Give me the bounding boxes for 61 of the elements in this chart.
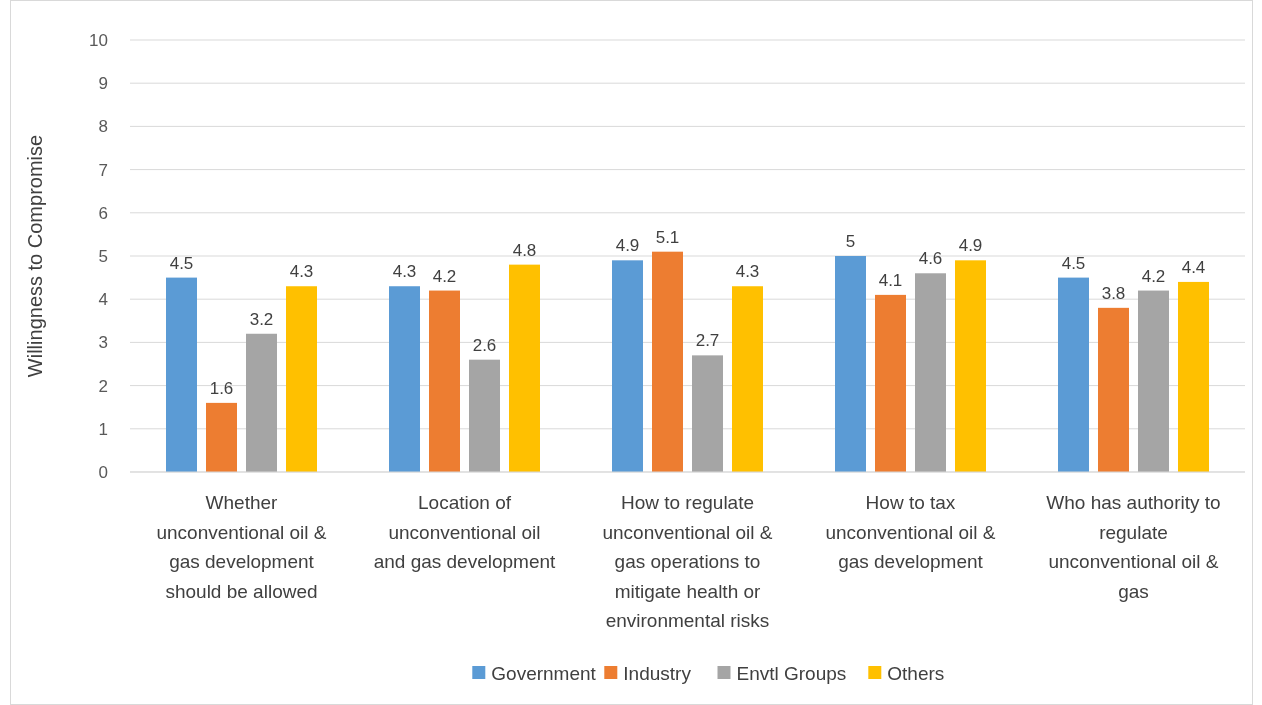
x-tick-label: Who has authority to regulate unconventional oil & gas: [1046, 492, 1221, 602]
bar: [835, 256, 866, 472]
data-label: 4.9: [615, 236, 640, 256]
data-label: 4.3: [735, 262, 760, 282]
bar: [246, 333, 277, 472]
bar: [652, 251, 683, 472]
data-label: 4.6: [918, 249, 943, 269]
data-label: 4.2: [432, 266, 457, 286]
data-label: 4.3: [289, 262, 314, 282]
data-label: 2.7: [695, 331, 720, 351]
data-label: 1.6: [209, 378, 234, 398]
bar: [612, 260, 643, 472]
bar: [955, 260, 986, 472]
bar: [286, 286, 317, 472]
data-label: 5: [845, 232, 856, 251]
data-label: 4.8: [512, 240, 537, 260]
bar: [1138, 290, 1169, 472]
bar: [206, 402, 237, 472]
bar: [1098, 307, 1129, 472]
bar: [1178, 281, 1209, 472]
x-tick-label: How to regulate unconventional oil & gas operations to mitigate health or environmental risks: [602, 492, 773, 631]
data-label: 4.5: [169, 253, 194, 273]
data-label: 5.1: [655, 227, 680, 247]
y-tick-label: 3: [98, 333, 108, 353]
bar: [732, 286, 763, 472]
bar: [875, 294, 906, 472]
data-label: 4.9: [958, 236, 983, 256]
data-label: 3.8: [1101, 283, 1126, 303]
bar: [429, 290, 460, 472]
y-tick-label: 1: [98, 419, 108, 439]
legend-label: Government: [491, 662, 597, 684]
data-label: 4.4: [1181, 257, 1206, 277]
y-tick-label: 6: [98, 203, 108, 223]
bar: [509, 264, 540, 472]
data-label: 3.2: [249, 309, 274, 329]
x-tick-label: How to tax unconventional oil & gas development: [825, 492, 996, 572]
bar: [389, 286, 420, 472]
x-tick-label: Whether unconventional oil & gas development should be allowed: [156, 492, 327, 602]
bar: [915, 273, 946, 472]
y-tick-label: 10: [89, 30, 108, 50]
y-tick-label: 8: [98, 117, 108, 137]
y-tick-label: 9: [98, 74, 108, 94]
legend-label: Others: [887, 662, 945, 684]
y-tick-label: 4: [98, 290, 108, 310]
data-label: 4.1: [878, 270, 903, 290]
data-label: 4.2: [1141, 266, 1166, 286]
y-tick-label: 0: [98, 462, 108, 482]
data-label: 2.6: [472, 335, 497, 355]
y-axis-title: Willingness to Compromise: [24, 134, 46, 378]
data-label: 4.3: [392, 262, 417, 282]
bar: [166, 277, 197, 472]
bar: [469, 359, 500, 472]
legend-label: Industry: [623, 662, 692, 684]
y-tick-label: 7: [98, 160, 108, 180]
bar: [692, 355, 723, 472]
y-tick-label: 5: [98, 246, 108, 266]
data-label: 4.5: [1061, 253, 1086, 273]
legend-label: Envtl Groups: [736, 662, 847, 684]
bar: [1058, 277, 1089, 472]
y-tick-label: 2: [98, 376, 108, 396]
x-tick-label: Location of unconventional oil and gas development: [373, 492, 557, 572]
